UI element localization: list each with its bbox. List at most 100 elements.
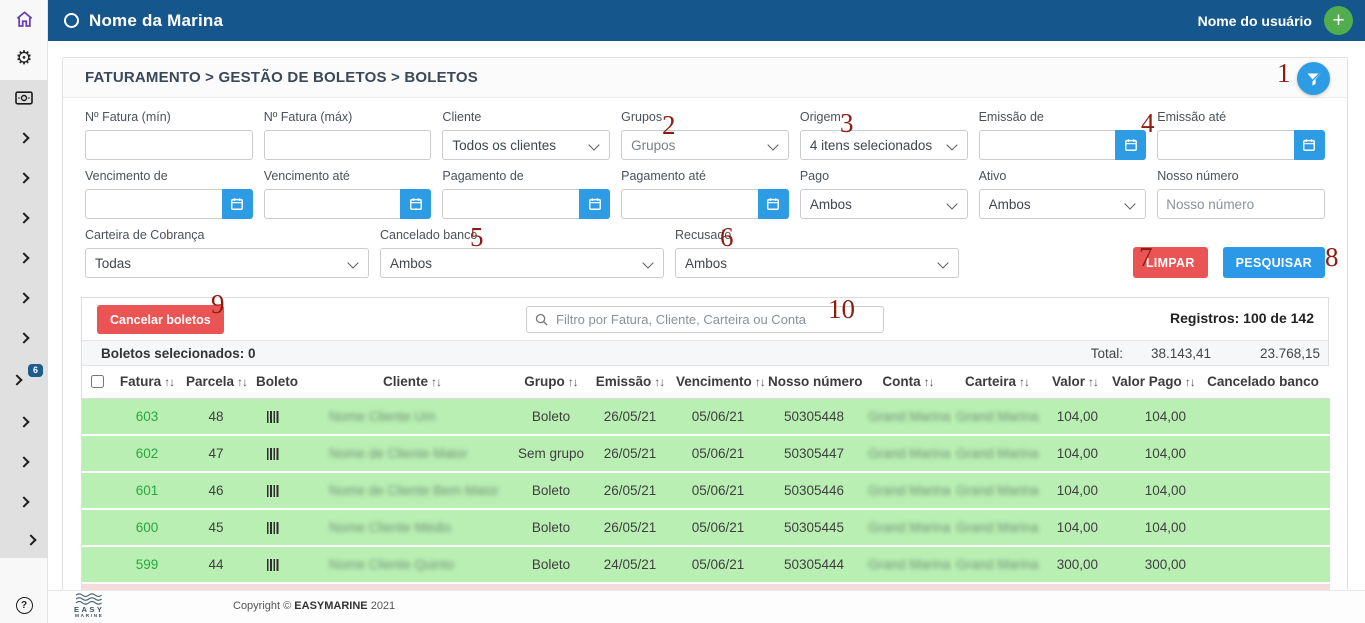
sort-icon: ↑↓ (923, 375, 935, 390)
cancelado-banco-label: Cancelado banco (380, 228, 478, 242)
pagamento-ate-input[interactable] (621, 189, 758, 219)
cell-grupo: Boleto (514, 398, 588, 436)
barcode-icon[interactable] (267, 485, 280, 498)
main-content: FATURAMENTO > GESTÃO DE BOLETOS > BOLETO… (48, 41, 1365, 590)
nosso-numero-input[interactable] (1157, 189, 1325, 219)
header-grupo[interactable]: Grupo ↑↓ (514, 366, 588, 399)
sidebar-item-menu-5[interactable] (0, 285, 48, 311)
barcode-icon[interactable] (267, 522, 280, 535)
barcode-icon[interactable] (267, 448, 280, 461)
select-all-checkbox[interactable] (91, 375, 104, 389)
vencimento-ate-input[interactable] (263, 189, 401, 219)
fatura-max-input[interactable] (263, 130, 432, 160)
table-row[interactable]: 600 45 Nome Cliente Médio Boleto 26/05/2… (82, 509, 1330, 547)
emissao-de-input[interactable] (978, 130, 1116, 160)
header-conta[interactable]: Conta ↑↓ (864, 366, 952, 399)
vencimento-ate-calendar-button[interactable] (400, 189, 432, 219)
pago-label: Pago (799, 169, 830, 183)
cell-valor: 300,00 (1042, 546, 1108, 584)
vencimento-de-calendar-button[interactable] (221, 189, 253, 219)
vencimento-de-input[interactable] (85, 189, 222, 219)
header-vencimento[interactable]: Vencimento ↑↓ (672, 366, 764, 399)
header-emissao[interactable]: Emissão ↑↓ (588, 366, 672, 399)
cell-cancelado-banco (1196, 546, 1330, 584)
add-button[interactable]: + (1324, 6, 1353, 35)
filters-panel: Nº Fatura (mín) Nº Fatura (máx) Cliente … (63, 98, 1347, 295)
limpar-button[interactable]: LIMPAR (1132, 247, 1208, 278)
pagamento-de-calendar-button[interactable] (579, 189, 611, 219)
cell-cancelado-banco (1196, 472, 1330, 510)
cancelar-boletos-button[interactable]: Cancelar boletos (97, 305, 224, 334)
emissao-de-calendar-button[interactable] (1115, 130, 1147, 160)
emissao-ate-calendar-button[interactable] (1293, 130, 1325, 160)
sidebar-item-menu-6[interactable] (0, 325, 48, 351)
cliente-select[interactable]: Todos os clientes (442, 130, 611, 160)
sidebar-item-menu-2[interactable] (0, 165, 48, 191)
cell-valor: 104,00 (1042, 509, 1108, 547)
ativo-select[interactable]: Ambos (978, 189, 1147, 219)
field-emissao-de: Emissão de (978, 110, 1147, 160)
header-cliente[interactable]: Cliente ↑↓ (310, 366, 514, 399)
pagamento-de-input[interactable] (442, 189, 580, 219)
select-all-header[interactable] (82, 366, 112, 399)
cell-valor: 104,00 (1042, 472, 1108, 510)
sidebar-item-menu-11[interactable] (0, 527, 48, 553)
barcode-icon[interactable] (267, 411, 280, 424)
header-parcela[interactable]: Parcela ↑↓ (182, 366, 250, 399)
sidebar-item-menu-9[interactable] (0, 449, 48, 475)
sidebar-item-help[interactable]: ? (0, 592, 48, 618)
sidebar-item-menu-3[interactable] (0, 205, 48, 231)
cell-fatura: 602 (112, 435, 182, 473)
table-row-cancelled[interactable]: 598 43 Nome Cliente Sexto Boleto 24/05/2… (82, 583, 1330, 590)
sidebar-item-home[interactable] (0, 6, 48, 32)
cell-emissao: 26/05/21 (588, 398, 672, 436)
toggle-filters-button[interactable] (1297, 62, 1330, 95)
table-row[interactable]: 603 48 Nome Cliente Um Boleto 26/05/21 0… (82, 398, 1330, 436)
cell-emissao: 26/05/21 (588, 509, 672, 547)
sidebar-item-billing[interactable] (0, 85, 48, 111)
cell-parcela: 43 (182, 583, 250, 590)
table-row[interactable]: 601 46 Nome de Cliente Bem Maior Boleto … (82, 472, 1330, 510)
cell-parcela: 46 (182, 472, 250, 510)
grupos-select[interactable]: Grupos (621, 130, 789, 160)
fatura-min-input[interactable] (85, 130, 253, 160)
sidebar-item-settings[interactable]: ⚙ (0, 45, 48, 71)
sidebar-item-menu-4[interactable] (0, 245, 48, 271)
cell-grupo: Boleto (514, 583, 588, 590)
table-search-input[interactable] (554, 311, 875, 328)
user-name[interactable]: Nome do usuário (1197, 12, 1312, 29)
table-row[interactable]: 599 44 Nome Cliente Quinto Boleto 24/05/… (82, 546, 1330, 584)
pagamento-ate-calendar-button[interactable] (757, 189, 789, 219)
origem-select[interactable]: 4 itens selecionados (799, 130, 968, 160)
field-origem: Origem 4 itens selecionados (799, 110, 968, 160)
header-valor[interactable]: Valor ↑↓ (1042, 366, 1108, 399)
cancelado-banco-select[interactable]: Ambos (380, 248, 664, 278)
emissao-ate-label: Emissão até (1157, 110, 1227, 124)
sidebar-item-menu-8[interactable] (0, 409, 48, 435)
header-nosso-numero[interactable]: Nosso número↑↓ (764, 366, 864, 399)
pago-select[interactable]: Ambos (799, 189, 968, 219)
cell-fatura: 601 (112, 472, 182, 510)
carteira-cobranca-select[interactable]: Todas (85, 248, 369, 278)
vencimento-ate-label: Vencimento até (263, 169, 350, 183)
sidebar-item-menu-10[interactable] (0, 489, 48, 515)
emissao-ate-input[interactable] (1157, 130, 1294, 160)
nosso-numero-label: Nosso número (1157, 169, 1239, 183)
sidebar-item-menu-7[interactable]: 6 (0, 364, 48, 393)
cell-nosso-numero: 50305448 (764, 398, 864, 436)
selected-count: Boletos selecionados: 0 (101, 345, 256, 361)
recusado-select[interactable]: Ambos (675, 248, 959, 278)
header-fatura[interactable]: Fatura ↑↓ (112, 366, 182, 399)
barcode-icon[interactable] (267, 559, 280, 572)
pesquisar-button[interactable]: PESQUISAR (1222, 247, 1325, 278)
ativo-label: Ativo (978, 169, 1007, 183)
cell-vencimento: 05/06/21 (672, 435, 764, 473)
header-carteira[interactable]: Carteira ↑↓ (952, 366, 1042, 399)
recusado-label: Recusado (675, 228, 732, 242)
cell-valor-pago (1108, 583, 1196, 590)
header-valor-pago[interactable]: Valor Pago ↑↓ (1108, 366, 1196, 399)
cell-grupo: Boleto (514, 546, 588, 584)
sidebar-item-menu-1[interactable] (0, 125, 48, 151)
table-row[interactable]: 602 47 Nome de Cliente Maior Sem grupo 2… (82, 435, 1330, 473)
field-pago: Pago Ambos (799, 169, 968, 219)
